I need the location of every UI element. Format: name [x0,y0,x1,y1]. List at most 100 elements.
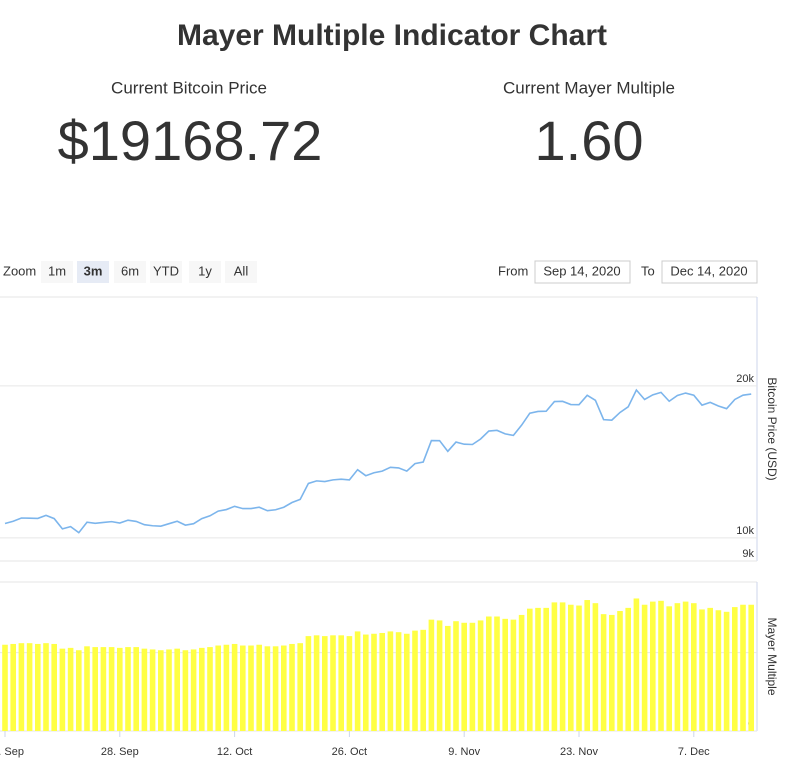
bar [141,648,148,731]
bar [26,643,33,731]
zoom-label: Zoom [3,263,36,278]
bar [133,647,139,731]
bar [658,600,664,731]
price-line [4,388,752,534]
bar [125,647,131,731]
y-axis-title: Mayer Multiple [765,617,779,695]
button-bg[interactable] [41,261,73,283]
bar [682,601,689,731]
bar [494,616,500,731]
bar [67,647,74,731]
bar [84,646,90,731]
zoom-button[interactable]: YTD [150,261,182,283]
bar [354,631,361,731]
bar [371,633,377,731]
page-title: Mayer Multiple Indicator Chart [177,19,607,52]
stat-label: Current Mayer Multiple [503,78,675,97]
button-bg[interactable] [77,261,109,283]
zoom-button[interactable]: 1y [189,261,221,283]
bar [199,647,205,731]
bar [469,622,476,731]
bar [732,607,738,731]
zoom-button[interactable]: All [225,261,257,283]
button-label[interactable]: 6m [121,263,139,278]
bar [699,609,705,731]
bar [51,643,57,731]
button-label[interactable]: All [234,263,249,278]
zoom-button[interactable]: 1m [41,261,73,283]
bar [248,645,254,731]
button-label[interactable]: 1m [48,263,66,278]
bar [313,635,320,731]
button-label[interactable]: 1y [198,263,212,278]
from-label: From [498,263,528,278]
bar [223,644,230,731]
bar [535,607,541,731]
bar [272,646,279,731]
input-box[interactable] [661,260,758,284]
bar [117,647,123,731]
button-label[interactable]: YTD [153,263,179,278]
bar [568,604,574,731]
bar [461,622,467,731]
bar [641,604,648,731]
zoom-button[interactable]: 6m [114,261,146,283]
x-tick-label: 26. Oct [332,746,367,758]
bar [10,643,16,731]
to-date[interactable]: Dec 14, 2020 [670,263,747,278]
bar [486,616,492,731]
stat-value: $19168.72 [58,109,323,172]
bar [543,607,549,731]
bar [43,643,49,731]
bar [453,621,459,731]
bar [207,647,213,731]
x-tick-label: 28. Sep [101,746,139,758]
bar [158,650,164,731]
bar [584,600,590,731]
bar [108,647,115,731]
bar [666,606,672,731]
x-tick-label: 14. Sep [0,746,24,758]
bar [240,645,246,731]
bar [166,649,172,731]
stat-value: 1.60 [535,109,644,172]
bar [346,636,353,731]
bar [190,649,197,731]
bar [256,644,262,731]
bar [518,614,525,731]
input-box[interactable] [534,260,631,284]
bar [527,608,533,731]
x-tick-label: 7. Dec [678,746,710,758]
bar [215,645,221,731]
y-tick-label: 20k [736,373,754,385]
y-tick-label: 10k [736,525,754,537]
bar [305,636,312,731]
bar [149,649,156,731]
range-selector: Zoom From Sep 14, 2020 To Dec 14, 2020 1… [3,260,758,284]
bar [477,620,484,731]
bar [715,610,722,731]
bar [289,643,295,731]
bar [748,604,754,731]
bar [617,611,623,731]
button-bg[interactable] [225,261,257,283]
from-date[interactable]: Sep 14, 2020 [543,263,620,278]
bar [576,605,582,731]
y-axis-title: Bitcoin Price (USD) [765,377,779,480]
from-input[interactable]: Sep 14, 2020 [534,260,631,284]
zoom-button[interactable]: 3m [77,261,109,283]
bar [281,645,287,731]
bar [297,643,303,731]
y-tick-label: 9k [742,548,754,560]
bar [76,650,82,731]
bar [18,643,25,731]
button-label[interactable]: 3m [84,263,103,278]
button-bg[interactable] [114,261,146,283]
bar [691,603,697,731]
button-bg[interactable] [150,261,182,283]
button-bg[interactable] [189,261,221,283]
x-tick-label: 12. Oct [217,746,252,758]
bar [100,647,107,731]
bar [420,629,426,731]
to-input[interactable]: Dec 14, 2020 [661,260,758,284]
